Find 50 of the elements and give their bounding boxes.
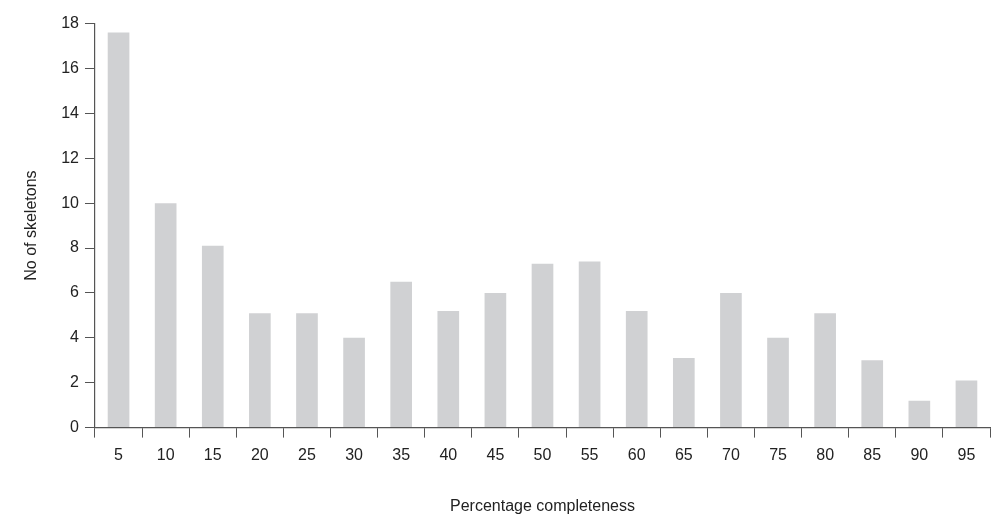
x-tick-label: 95: [957, 445, 976, 463]
bar: [955, 380, 978, 428]
x-tick-label: 60: [627, 445, 646, 463]
bar: [107, 32, 130, 428]
x-tick-label: 5: [114, 445, 124, 463]
bar: [531, 263, 554, 428]
x-tick-label: 55: [580, 445, 599, 463]
bar: [861, 360, 884, 428]
bar: [908, 400, 931, 428]
x-tick-label: 70: [722, 445, 740, 463]
bar: [249, 313, 271, 428]
x-tick-label: 10: [156, 445, 175, 463]
x-tick-label: 25: [298, 445, 316, 463]
x-tick-label: 80: [816, 445, 835, 463]
bar: [201, 245, 224, 428]
y-tick-label: 4: [70, 328, 80, 346]
bar: [720, 292, 742, 428]
y-tick-label: 12: [61, 148, 80, 166]
x-tick-label: 85: [863, 445, 882, 463]
bar: [767, 337, 789, 428]
bar: [296, 313, 318, 428]
x-tick-label: 65: [674, 445, 693, 463]
y-tick-label: 8: [70, 238, 80, 256]
x-tick-label: 90: [910, 445, 929, 463]
y-tick-label: 6: [70, 283, 80, 301]
y-tick-label: 14: [61, 103, 80, 121]
bar: [578, 261, 601, 428]
bar: [484, 292, 507, 428]
bar: [154, 203, 177, 428]
bar: [814, 313, 836, 428]
x-tick-label: 35: [392, 445, 411, 463]
x-tick-label: 15: [203, 445, 222, 463]
y-tick-label: 2: [70, 373, 80, 391]
bar: [625, 310, 648, 428]
x-axis-title: Percentage completeness: [450, 496, 635, 514]
x-tick-label: 30: [345, 445, 364, 463]
x-tick-label: 50: [533, 445, 552, 463]
x-tick-label: 40: [439, 445, 458, 463]
bar: [343, 337, 365, 428]
bar: [672, 358, 695, 428]
y-tick-label: 0: [70, 418, 80, 436]
bar: [437, 310, 460, 428]
x-tick-label: 45: [486, 445, 505, 463]
x-tick-label: 75: [769, 445, 788, 463]
y-axis-title: No of skeletons: [22, 170, 40, 281]
y-tick-label: 18: [61, 14, 80, 32]
y-tick-label: 10: [61, 193, 80, 211]
bar: [390, 281, 413, 428]
y-tick-label: 16: [61, 58, 80, 76]
x-tick-label: 20: [250, 445, 269, 463]
